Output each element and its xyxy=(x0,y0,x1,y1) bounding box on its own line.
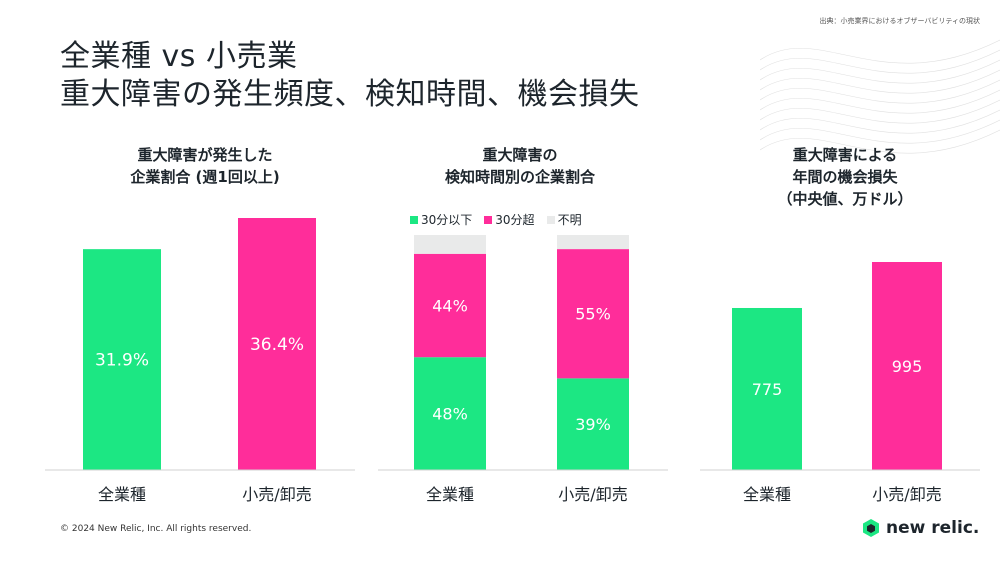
chart3-bar-label-1: 775 xyxy=(752,380,783,399)
chart2-category-2: 小売/卸売 xyxy=(558,485,627,504)
chart3-title-line-1: 重大障害による xyxy=(792,146,898,164)
legend-item-unknown: 不明 xyxy=(546,211,582,228)
legend-label-over-30: 30分超 xyxy=(495,213,535,227)
legend-label-under-30: 30分以下 xyxy=(421,213,473,227)
legend-swatch-green xyxy=(410,215,418,224)
chart1-bar-1 xyxy=(83,249,161,470)
chart1-title: 重大障害が発生した 企業割合 (週1回以上) xyxy=(80,144,330,188)
chart2-title-line-2: 検知時間別の企業割合 xyxy=(444,168,595,186)
chart3-bar-label-2: 995 xyxy=(892,357,923,376)
chart2-legend: 30分以下 30分超 不明 xyxy=(410,211,582,228)
source-note: 出典：小売業界におけるオブザーバビリティの現状 xyxy=(819,17,980,25)
copyright-footer: © 2024 New Relic, Inc. All rights reserv… xyxy=(60,524,252,534)
legend-label-unknown: 不明 xyxy=(557,213,582,227)
chart2-bar-2-label-2: 55% xyxy=(575,305,611,324)
legend-item-under-30: 30分以下 xyxy=(410,211,472,228)
legend-swatch-pink xyxy=(484,215,493,224)
chart1-category-1: 全業種 xyxy=(98,485,146,504)
new-relic-logo-icon xyxy=(863,519,879,537)
legend-item-over-30: 30分超 xyxy=(484,211,535,228)
new-relic-logo-text: new relic. xyxy=(886,518,980,538)
chart2-bar-1-segment-3 xyxy=(414,235,486,254)
new-relic-logo: new relic. xyxy=(862,518,979,538)
chart2-bar-1-segment-2 xyxy=(414,253,486,358)
chart3-title-line-3: （中央値、万ドル） xyxy=(777,190,913,208)
title-line-2: 重大障害の発生頻度、検知時間、機会損失 xyxy=(60,77,640,112)
chart1-category-2: 小売/卸売 xyxy=(242,485,311,504)
chart2-bar-2-segment-2 xyxy=(557,249,629,379)
chart1-bar-2 xyxy=(238,218,316,470)
chart2-title-line-1: 重大障害の xyxy=(482,146,558,164)
legend-swatch-gray xyxy=(546,215,555,224)
chart2-bar-2-segment-3 xyxy=(557,235,629,250)
chart2-bar-2-segment-1 xyxy=(557,378,629,470)
chart1-title-line-1: 重大障害が発生した xyxy=(137,146,273,164)
chart1-bar-label-1: 31.9% xyxy=(95,351,149,371)
chart2-bar-1-segment-1 xyxy=(414,357,486,470)
chart3-bar-1 xyxy=(732,307,802,470)
chart2-title: 重大障害の 検知時間別の企業割合 xyxy=(395,144,645,188)
title-line-1: 全業種 vs 小売業 xyxy=(60,39,298,74)
chart3-bar-2 xyxy=(872,262,942,470)
chart3-title: 重大障害による 年間の機会損失 （中央値、万ドル） xyxy=(720,144,970,210)
chart2-category-1: 全業種 xyxy=(426,485,474,504)
chart1-bar-label-2: 36.4% xyxy=(250,335,304,355)
chart2-bar-2-label-1: 39% xyxy=(575,415,611,434)
chart3-category-1: 全業種 xyxy=(743,485,791,504)
decorative-wave-graphic xyxy=(760,39,1000,154)
chart2-bar-1-label-1: 48% xyxy=(432,405,468,424)
chart3-category-2: 小売/卸売 xyxy=(872,485,941,504)
chart2-bar-1-label-2: 44% xyxy=(432,297,468,316)
chart3-title-line-2: 年間の機会損失 xyxy=(792,168,898,186)
chart1-title-line-2: 企業割合 (週1回以上) xyxy=(130,168,280,186)
page-title: 全業種 vs 小売業 重大障害の発生頻度、検知時間、機会損失 xyxy=(60,38,640,114)
